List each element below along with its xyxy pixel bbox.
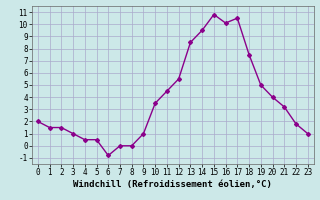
X-axis label: Windchill (Refroidissement éolien,°C): Windchill (Refroidissement éolien,°C) [73,180,272,189]
